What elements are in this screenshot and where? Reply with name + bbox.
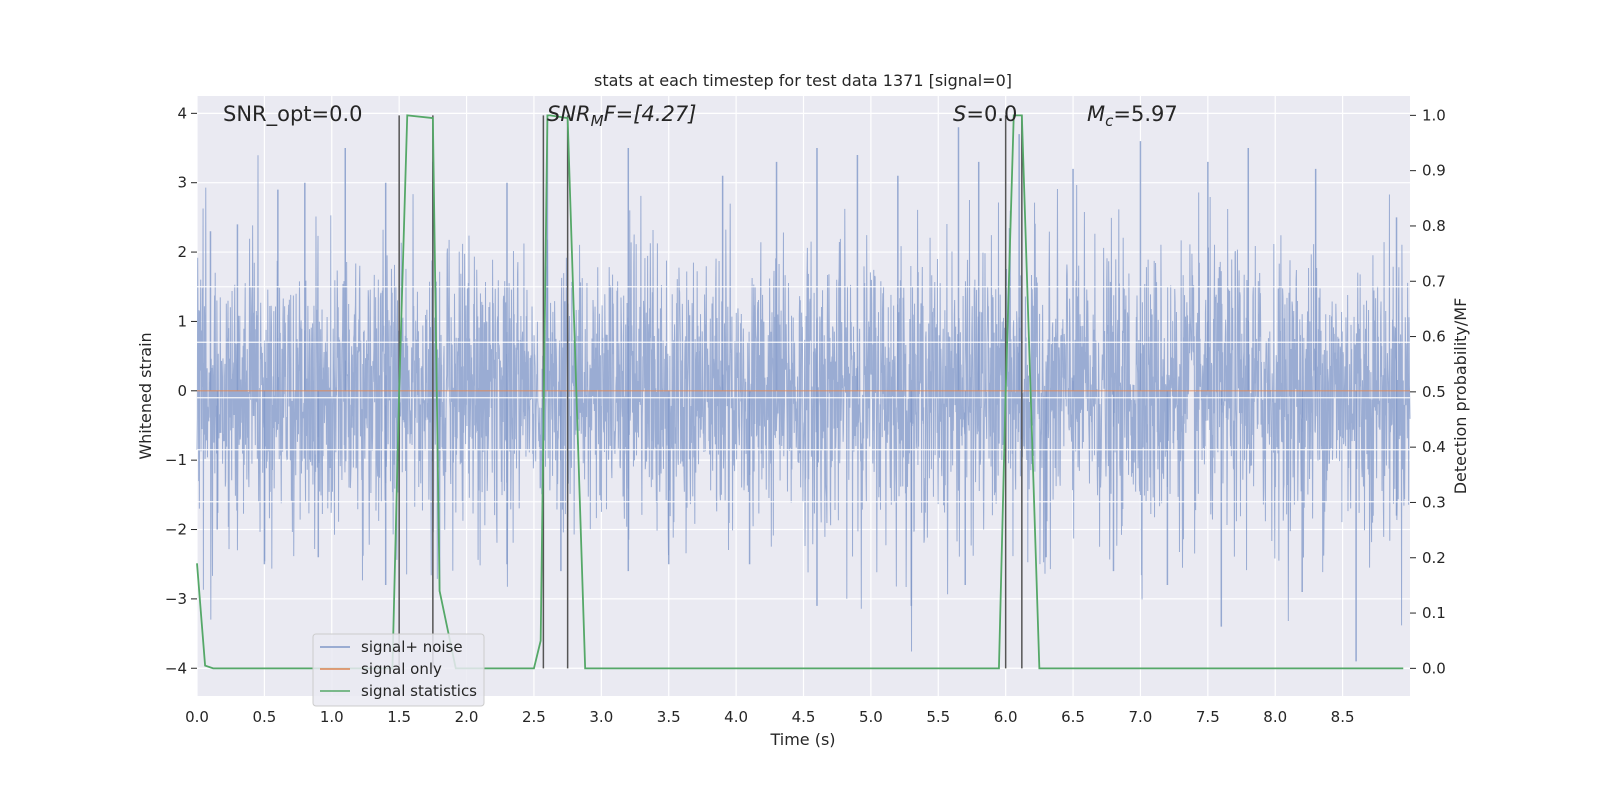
- legend: signal+ noise signal only signal statist…: [312, 633, 485, 707]
- legend-label-signal-only: signal only: [361, 660, 442, 678]
- y-right-tick-label: 0.8: [1422, 217, 1446, 235]
- statistics-line: [196, 114, 1404, 670]
- x-tick-label: 7.5: [1196, 708, 1220, 726]
- y-left-tick-label: 0: [177, 382, 187, 400]
- x-axis-label: Time (s): [769, 730, 835, 749]
- y-right-tick-label: 0.1: [1422, 604, 1446, 622]
- y-left-tick-label: −2: [165, 521, 187, 539]
- x-tick-label: 4.5: [792, 708, 816, 726]
- right-y-axis-ticks: 1.0 0.9 0.8 0.7 0.6 0.5 0.4 0.3 0.2 0.1 0.0: [1410, 106, 1446, 677]
- x-tick-label: 8.0: [1263, 708, 1287, 726]
- y-left-tick-label: −1: [165, 451, 187, 469]
- x-axis-ticks: 0.0 0.5 1.0 1.5 2.0 2.5 3.0 3.5 4.0 4.5 5.0 5.5 6.0 6…: [185, 708, 1354, 726]
- y-left-tick-label: 3: [177, 174, 187, 192]
- y-left-tick-label: −4: [165, 659, 187, 677]
- y-left-tick-label: 4: [177, 104, 187, 122]
- x-tick-label: 3.0: [589, 708, 613, 726]
- x-tick-label: 5.5: [926, 708, 950, 726]
- y-left-tick-label: −3: [165, 590, 187, 608]
- y-right-tick-label: 0.4: [1422, 438, 1446, 456]
- annotation-snr-mf: SNRMF=[4.27]: [547, 102, 696, 130]
- chart-title: stats at each timestep for test data 137…: [594, 71, 1012, 90]
- annotation-mc: Mc=5.97: [1087, 102, 1178, 130]
- y-right-tick-label: 0.6: [1422, 328, 1446, 346]
- left-y-axis-ticks: 4 3 2 1 0 −1 −2 −3 −4: [165, 104, 197, 677]
- y-left-tick-label: 1: [177, 312, 187, 330]
- x-tick-label: 0.5: [252, 708, 276, 726]
- x-tick-label: 0.0: [185, 708, 209, 726]
- x-tick-label: 4.0: [724, 708, 748, 726]
- left-y-axis-label: Whitened strain: [136, 332, 155, 459]
- legend-box: [312, 633, 485, 707]
- y-right-tick-label: 1.0: [1422, 106, 1446, 124]
- y-right-tick-label: 0.7: [1422, 272, 1446, 290]
- x-tick-label: 6.5: [1061, 708, 1085, 726]
- x-tick-label: 7.0: [1129, 708, 1153, 726]
- x-tick-label: 2.0: [455, 708, 479, 726]
- y-right-tick-label: 0.0: [1422, 659, 1446, 677]
- y-right-tick-label: 0.5: [1422, 383, 1446, 401]
- legend-label-noise: signal+ noise: [361, 638, 463, 656]
- x-tick-label: 3.5: [657, 708, 681, 726]
- legend-label-statistics: signal statistics: [361, 682, 477, 700]
- annotation-s: S=0.0: [953, 102, 1017, 126]
- y-right-tick-label: 0.2: [1422, 549, 1446, 567]
- right-y-axis-label: Detection probability/MF: [1451, 298, 1470, 495]
- signal-statistics-series: [196, 114, 1404, 670]
- x-tick-label: 1.0: [320, 708, 344, 726]
- y-right-tick-label: 0.3: [1422, 493, 1446, 511]
- y-left-tick-label: 2: [177, 243, 187, 261]
- y-right-tick-label: 0.9: [1422, 162, 1446, 180]
- x-tick-label: 1.5: [387, 708, 411, 726]
- x-tick-label: 2.5: [522, 708, 546, 726]
- annotation-snr-opt: SNR_opt=0.0: [223, 102, 363, 127]
- x-tick-label: 5.0: [859, 708, 883, 726]
- x-tick-label: 6.0: [994, 708, 1018, 726]
- x-tick-label: 8.5: [1331, 708, 1355, 726]
